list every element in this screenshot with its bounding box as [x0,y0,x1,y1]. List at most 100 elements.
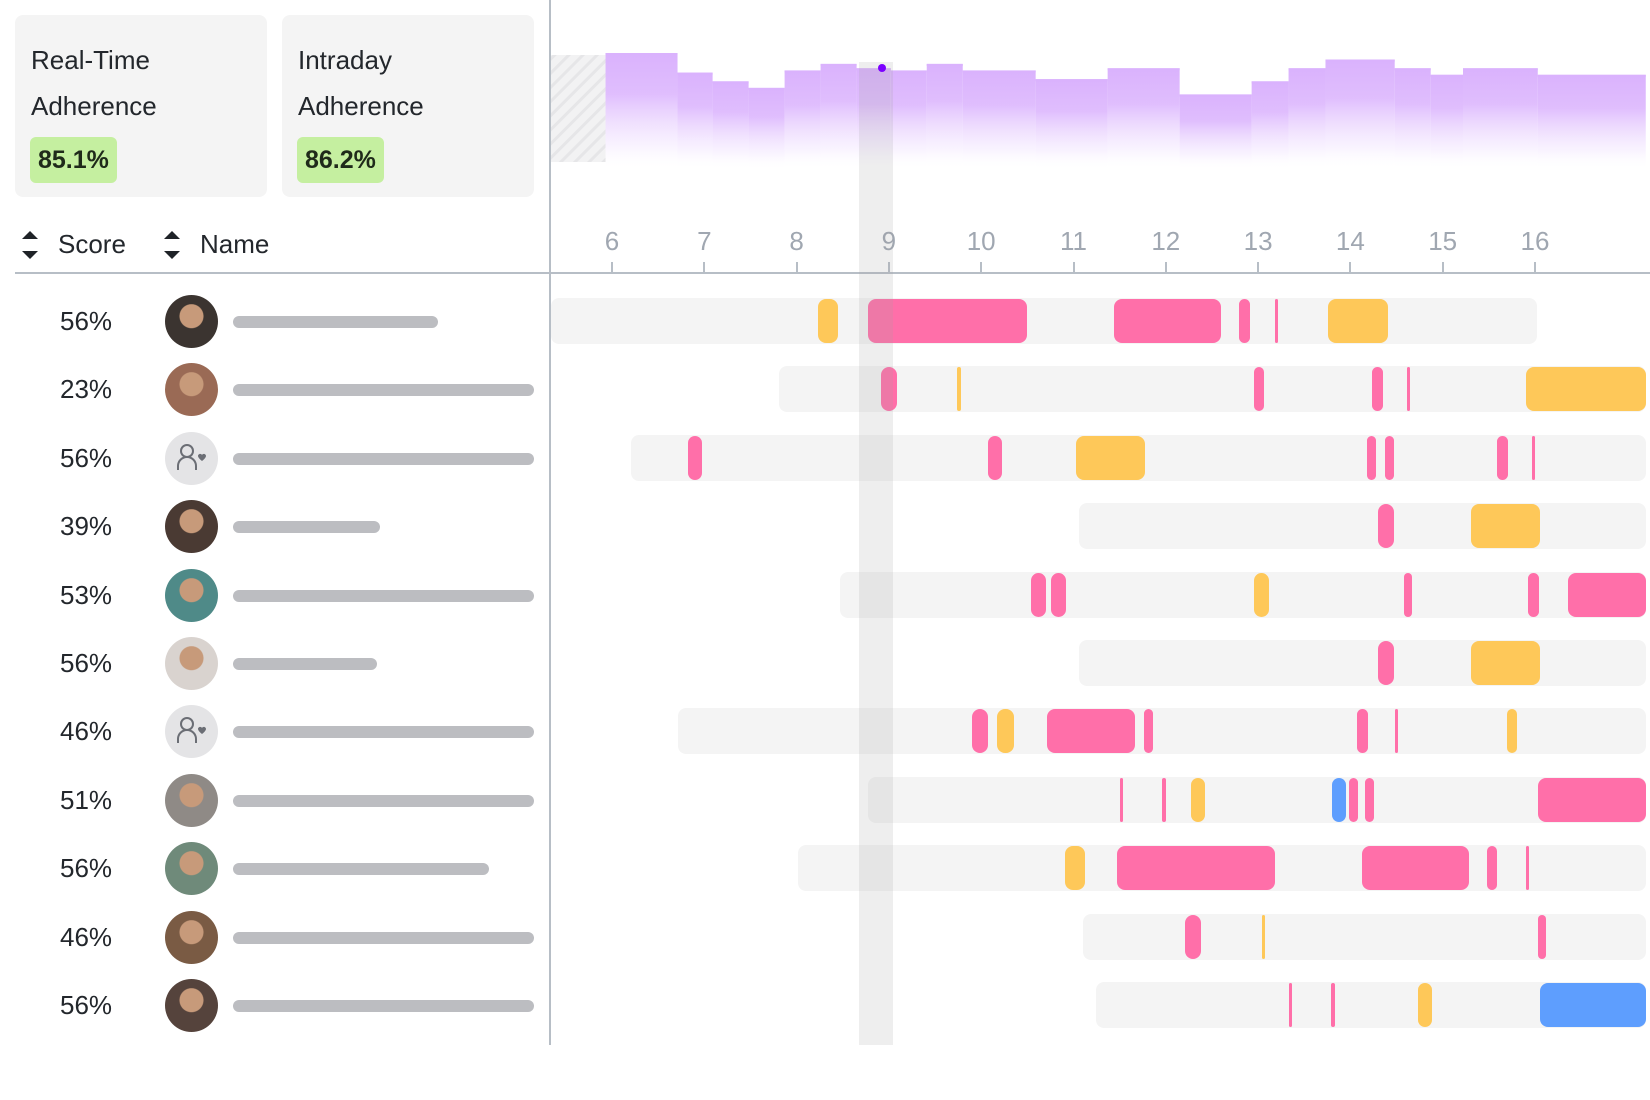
card-title-line1: Intraday [298,45,392,75]
user-heart-icon [177,717,206,744]
score-column-header: Score [58,228,126,259]
schedule-segment-break[interactable] [1254,367,1264,412]
schedule-segment-break[interactable] [1406,367,1410,412]
schedule-segment-break[interactable] [1348,777,1358,822]
agent-row[interactable]: 56% [0,629,549,697]
schedule-segment-break[interactable] [1031,572,1046,617]
schedule-segment-meeting[interactable] [1331,777,1346,822]
sort-icon [22,227,38,261]
agent-row[interactable]: 23% [0,355,549,423]
schedule-segment-break[interactable] [1288,983,1293,1027]
histogram-bin-top [677,72,713,75]
schedule-segment-break[interactable] [1238,299,1250,343]
schedule-segment-break[interactable] [1162,777,1166,822]
schedule-segment-break[interactable] [1394,709,1398,754]
schedule-segment-break[interactable] [1185,914,1201,959]
time-tick-mark [703,262,706,272]
schedule-segment-break[interactable] [1537,914,1547,959]
schedule-segment-break[interactable] [1497,435,1509,480]
agent-row[interactable]: 56% [0,424,549,492]
schedule-segment-break[interactable] [1362,846,1469,891]
schedule-segment-lunch[interactable] [1417,983,1432,1027]
schedule-segment-break[interactable] [1116,846,1275,891]
avatar [165,910,218,964]
schedule-segment-break[interactable] [987,435,1003,480]
schedule-segment-break[interactable] [1525,846,1529,891]
schedule-segment-break[interactable] [1487,846,1498,891]
schedule-segment-break[interactable] [1114,299,1222,343]
schedule-segment-break[interactable] [1367,435,1377,480]
agent-row[interactable]: 46% [0,903,549,971]
schedule-segment-break[interactable] [1568,572,1646,617]
agent-row[interactable]: 56% [0,287,549,355]
schedule-segment-lunch[interactable] [996,709,1015,754]
schedule-segment-break[interactable] [1527,572,1539,617]
schedule-segment-break[interactable] [1051,572,1067,617]
agent-row[interactable]: 56% [0,971,549,1039]
header-divider [15,272,1650,274]
card-title-line2: Adherence [298,91,424,121]
schedule-lane[interactable] [1082,913,1646,960]
schedule-segment-break[interactable] [971,709,988,754]
agent-row[interactable]: 53% [0,561,549,629]
schedule-segment-break[interactable] [1331,983,1335,1027]
schedule-segment-lunch[interactable] [1328,299,1389,343]
schedule-segment-break[interactable] [1532,435,1536,480]
adherence-histogram [551,53,1646,170]
schedule-segment-lunch[interactable] [1525,367,1646,412]
schedule-segment-lunch[interactable] [1076,435,1145,480]
schedule-segment-break[interactable] [1119,777,1124,822]
schedule-segment-break[interactable] [1371,367,1383,412]
time-tick-label: 11 [1060,226,1087,256]
sort-by-name-button[interactable]: Name [164,222,269,266]
schedule-segment-lunch[interactable] [1471,641,1540,685]
schedule-lane[interactable] [1079,503,1646,550]
time-tick-label: 6 [604,226,620,256]
user-heart-icon [177,443,206,470]
agent-score: 56% [60,990,113,1020]
schedule-lane[interactable] [839,571,1646,618]
schedule-segment-lunch[interactable] [957,367,961,412]
schedule-segment-break[interactable] [1143,709,1153,754]
schedule-segment-break[interactable] [1378,641,1394,685]
agent-row[interactable]: 56% [0,834,549,902]
schedule-segment-lunch[interactable] [1261,914,1266,959]
schedule-segment-break[interactable] [1046,709,1136,754]
schedule-segment-meeting[interactable] [1539,983,1646,1027]
schedule-segment-lunch[interactable] [1254,572,1270,617]
histogram-bin-top [820,63,857,66]
schedule-segment-break[interactable] [1274,299,1279,343]
schedule-lane[interactable] [779,366,1646,413]
schedule-lane[interactable] [551,298,1537,344]
time-tick-mark [887,262,890,272]
histogram-bin-top [1537,74,1646,77]
schedule-segment-break[interactable] [1403,572,1413,617]
schedule-lane[interactable] [867,776,1646,823]
agent-row[interactable]: 39% [0,492,549,560]
agent-score: 39% [60,511,113,542]
schedule-segment-break[interactable] [687,435,703,480]
schedule-segment-lunch[interactable] [1471,504,1540,549]
schedule-segment-break[interactable] [1365,777,1375,822]
sort-by-score-button[interactable]: Score [22,222,126,266]
schedule-segment-lunch[interactable] [1507,709,1518,754]
real-time-adherence-value: 85.1% [30,137,117,183]
schedule-segment-break[interactable] [1537,777,1646,822]
agent-row[interactable]: 46% [0,697,549,765]
agent-name-placeholder [233,931,534,944]
schedule-lane[interactable] [1079,640,1646,686]
schedule-segment-break[interactable] [867,299,1028,343]
agent-row[interactable]: 51% [0,766,549,834]
schedule-segment-break[interactable] [1356,709,1368,754]
schedule-segment-break[interactable] [1384,435,1394,480]
schedule-segment-lunch[interactable] [1065,846,1085,891]
agent-score: 46% [60,716,113,747]
avatar-placeholder [165,431,218,485]
time-tick-mark [980,262,983,272]
schedule-segment-lunch[interactable] [817,299,839,343]
schedule-lane[interactable] [678,708,1646,755]
schedule-segment-lunch[interactable] [1190,777,1205,822]
schedule-segment-break[interactable] [1378,504,1394,549]
schedule-segment-break[interactable] [880,367,898,412]
avatar [165,637,218,690]
